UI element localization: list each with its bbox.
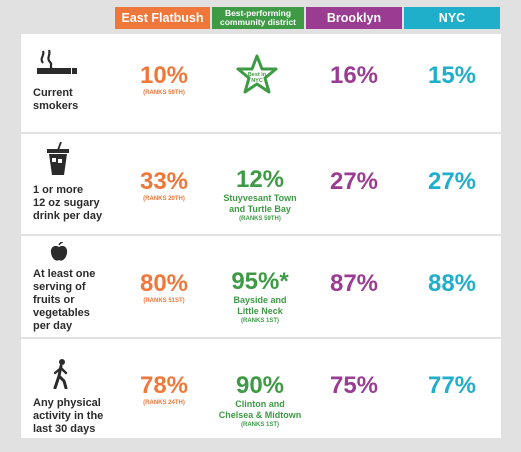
row-divider <box>21 337 501 339</box>
east-flatbush-rank: (RANKS 59TH) <box>143 90 185 96</box>
table-row-sugary-drinks: 1 or more 12 oz sugary drink per day 33% (… <box>21 134 501 234</box>
badge-line2: NYC <box>251 78 263 84</box>
east-flatbush-value: 10% <box>139 62 189 89</box>
table-row-physical-activity: Any physical activity in the last 30 days … <box>21 339 501 438</box>
row-label: At least one serving of fruits or vegetable… <box>33 268 96 332</box>
row-divider <box>21 132 501 134</box>
table-row-smokers: Current smokers 10% (RANKS 59TH) Best in … <box>21 34 501 132</box>
header-best-performing: Best-performing community district <box>212 7 304 29</box>
row-label: 1 or more 12 oz sugary drink per day <box>33 184 103 222</box>
best-district-name: Bayside and Little Neck <box>233 295 287 316</box>
row-label: Any physical activity in the last 30 days <box>33 397 104 435</box>
nyc-value: 27% <box>427 168 477 195</box>
best-value: 95%* <box>231 268 289 295</box>
brooklyn-value: 75% <box>329 372 379 399</box>
brooklyn-value: 16% <box>329 62 379 89</box>
best-district-name: Stuyvesant Town and Turtle Bay <box>223 193 297 214</box>
east-flatbush-value: 33% <box>139 168 189 195</box>
east-flatbush-rank: (RANKS 24TH) <box>143 400 185 406</box>
apple-icon <box>50 242 68 261</box>
best-district-name: Clinton and Chelsea & Midtown <box>218 399 302 420</box>
brooklyn-value: 87% <box>329 270 379 297</box>
east-flatbush-rank: (RANKS 20TH) <box>143 196 185 202</box>
walking-person-icon <box>53 359 68 389</box>
brooklyn-value: 27% <box>329 168 379 195</box>
header-brooklyn: Brooklyn <box>306 7 402 29</box>
cigarette-icon <box>37 49 77 74</box>
east-flatbush-value: 80% <box>139 270 189 297</box>
east-flatbush-rank: (RANKS 51ST) <box>143 298 185 304</box>
best-value: 90% <box>235 372 285 399</box>
nyc-value: 15% <box>427 62 477 89</box>
best-rank: (RANKS 59TH) <box>239 216 281 222</box>
best-in-nyc-star-badge: Best in NYC <box>236 54 278 94</box>
badge-line1: Best in <box>248 72 267 78</box>
nyc-value: 88% <box>427 270 477 297</box>
table-panel <box>21 34 501 438</box>
table-row-fruits-vegetables: At least one serving of fruits or vegetable… <box>21 236 501 337</box>
best-rank: (RANKS 1ST) <box>240 422 279 428</box>
east-flatbush-value: 78% <box>139 372 189 399</box>
best-value: 12% <box>235 166 285 193</box>
row-divider <box>21 234 501 236</box>
best-rank: (RANKS 1ST) <box>240 318 279 324</box>
header-east-flatbush: East Flatbush <box>115 7 210 29</box>
soda-cup-icon <box>47 142 69 175</box>
row-label: Current smokers <box>33 87 79 112</box>
nyc-value: 77% <box>427 372 477 399</box>
header-nyc: NYC <box>404 7 500 29</box>
